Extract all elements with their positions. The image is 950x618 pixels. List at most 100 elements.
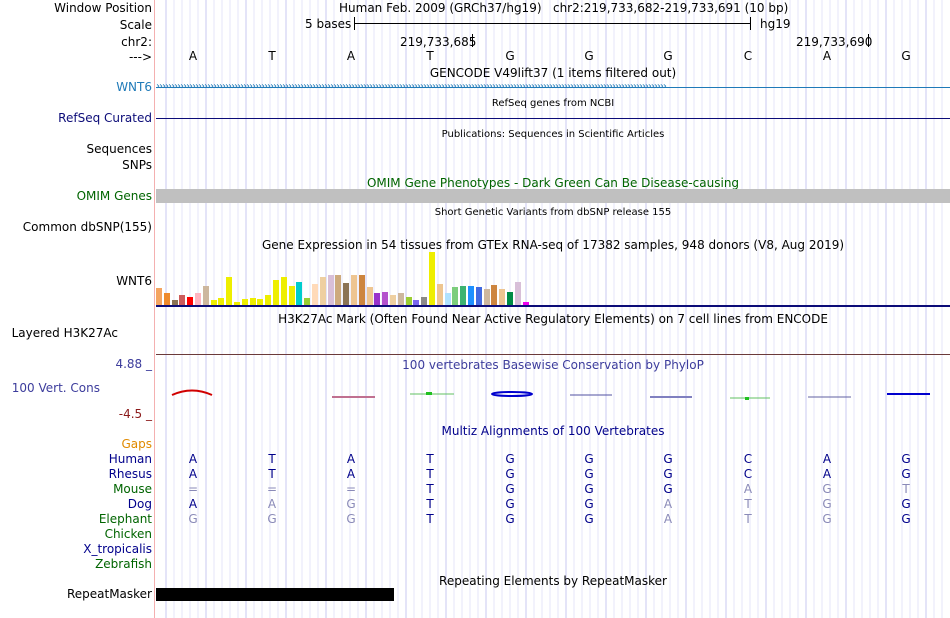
gtex-tissue-bar[interactable] xyxy=(202,286,209,305)
gtex-tissue-bar[interactable] xyxy=(452,287,459,305)
base-letter: A xyxy=(188,49,198,63)
multiz-gaps-label[interactable]: Gaps xyxy=(121,437,152,451)
gtex-tissue-bar[interactable] xyxy=(288,286,295,305)
gtex-tissue-bar[interactable] xyxy=(234,302,240,305)
h3k27ac-track-label[interactable]: Layered H3K27Ac xyxy=(11,326,118,340)
gtex-tissue-bar[interactable] xyxy=(483,289,490,305)
multiz-base: G xyxy=(663,467,673,481)
gtex-tissue-bar[interactable] xyxy=(413,300,420,305)
repeatmasker-element[interactable] xyxy=(156,588,394,601)
gtex-tissue-bar[interactable] xyxy=(312,284,318,305)
multiz-base: T xyxy=(426,482,434,496)
repeatmasker-track-label[interactable]: RepeatMasker xyxy=(66,587,152,601)
multiz-base: G xyxy=(267,512,277,526)
multiz-species-label[interactable]: Zebrafish xyxy=(95,557,152,571)
gtex-tissue-bar[interactable] xyxy=(257,299,264,305)
gtex-track-label[interactable]: WNT6 xyxy=(116,274,152,288)
multiz-base: G xyxy=(663,482,673,496)
gtex-tissue-bar[interactable] xyxy=(343,283,350,305)
gtex-tissue-bar[interactable] xyxy=(187,297,194,305)
refseq-track-label[interactable]: RefSeq Curated xyxy=(58,111,152,125)
multiz-base: A xyxy=(346,467,356,481)
multiz-base: G xyxy=(346,497,356,511)
multiz-base: G xyxy=(822,512,832,526)
gtex-tissue-bar[interactable] xyxy=(249,298,256,305)
gtex-tissue-bar[interactable] xyxy=(210,300,217,305)
gtex-tissue-bar[interactable] xyxy=(358,275,365,305)
omim-track-title: OMIM Gene Phenotypes - Dark Green Can Be… xyxy=(366,176,740,190)
multiz-base: A xyxy=(188,452,198,466)
multiz-base: G xyxy=(584,452,594,466)
gtex-tissue-bar[interactable] xyxy=(460,286,467,305)
dbsnp-track-label[interactable]: Common dbSNP(155) xyxy=(22,220,152,234)
phylop-track-title: 100 vertebrates Basewise Conservation by… xyxy=(402,358,704,372)
multiz-species-label[interactable]: Rhesus xyxy=(108,467,152,481)
gtex-tissue-bar[interactable] xyxy=(436,284,443,305)
chrom-label: chr2: xyxy=(121,35,152,49)
gtex-tissue-bar[interactable] xyxy=(163,293,170,305)
gtex-tissue-bar[interactable] xyxy=(171,300,178,305)
gtex-tissue-bar[interactable] xyxy=(374,293,381,305)
gtex-tissue-bar[interactable] xyxy=(265,295,272,305)
publications-label-snps[interactable]: SNPs xyxy=(122,158,152,172)
multiz-base: G xyxy=(505,452,515,466)
multiz-base: A xyxy=(267,497,277,511)
gtex-tissue-bar[interactable] xyxy=(499,289,506,305)
omim-track-label[interactable]: OMIM Genes xyxy=(76,189,152,203)
gtex-tissue-bar[interactable] xyxy=(390,295,396,305)
phylop-track-label[interactable]: 100 Vert. Cons xyxy=(11,381,100,395)
gtex-bar-chart[interactable] xyxy=(156,252,536,305)
multiz-base: G xyxy=(584,497,594,511)
phylop-conservation-plot[interactable] xyxy=(156,384,950,404)
gtex-tissue-bar[interactable] xyxy=(335,275,342,305)
gtex-tissue-bar[interactable] xyxy=(491,285,498,305)
gtex-tissue-bar[interactable] xyxy=(179,295,186,305)
multiz-base: G xyxy=(584,482,594,496)
gtex-tissue-bar[interactable] xyxy=(475,287,482,305)
gtex-tissue-bar[interactable] xyxy=(405,297,412,305)
base-letter: T xyxy=(268,49,276,63)
gtex-tissue-bar[interactable] xyxy=(273,280,279,305)
omim-feature-bar[interactable] xyxy=(156,189,950,203)
gencode-gene-feature[interactable]: ››››››››››››››››››››››››››››››››››››››››… xyxy=(156,80,950,94)
multiz-species-label[interactable]: Dog xyxy=(127,497,152,511)
gtex-tissue-bar[interactable] xyxy=(507,292,513,305)
gtex-tissue-bar[interactable] xyxy=(444,293,451,305)
gtex-tissue-bar[interactable] xyxy=(296,282,303,305)
refseq-gene-line[interactable] xyxy=(156,118,950,119)
gtex-tissue-bar[interactable] xyxy=(468,286,474,305)
gtex-tissue-bar[interactable] xyxy=(514,282,521,305)
gtex-tissue-bar[interactable] xyxy=(241,299,248,305)
gtex-tissue-bar[interactable] xyxy=(421,297,428,305)
gtex-tissue-bar[interactable] xyxy=(226,277,233,305)
gtex-tissue-bar[interactable] xyxy=(351,275,357,305)
gtex-tissue-bar[interactable] xyxy=(218,298,225,305)
gtex-tissue-bar[interactable] xyxy=(280,277,287,305)
gtex-tissue-bar[interactable] xyxy=(327,275,334,305)
multiz-species-label[interactable]: Mouse xyxy=(113,482,152,496)
publications-label-sequences[interactable]: Sequences xyxy=(86,142,152,156)
multiz-species-label[interactable]: Chicken xyxy=(104,527,152,541)
gencode-track-label[interactable]: WNT6 xyxy=(116,80,152,94)
gtex-tissue-bar[interactable] xyxy=(429,252,435,305)
gtex-tissue-bar[interactable] xyxy=(156,288,162,305)
multiz-base: = xyxy=(187,482,199,496)
publications-track-title: Publications: Sequences in Scientific Ar… xyxy=(441,129,665,140)
coord-label-1: 219,733,685 xyxy=(400,35,477,49)
gtex-tissue-bar[interactable] xyxy=(304,298,311,305)
multiz-species-label[interactable]: Human xyxy=(108,452,152,466)
repeatmasker-track-title: Repeating Elements by RepeatMasker xyxy=(439,574,667,588)
gtex-tissue-bar[interactable] xyxy=(195,293,201,305)
gtex-tissue-bar[interactable] xyxy=(319,277,326,305)
multiz-base: T xyxy=(426,467,434,481)
gtex-tissue-bar[interactable] xyxy=(397,293,404,305)
window-position-label: Window Position xyxy=(54,1,152,15)
gtex-tissue-bar[interactable] xyxy=(382,292,389,305)
refseq-track-title: RefSeq genes from NCBI xyxy=(491,98,615,109)
multiz-base: A xyxy=(743,482,753,496)
multiz-species-label[interactable]: X_tropicalis xyxy=(83,542,152,556)
multiz-species-label[interactable]: Elephant xyxy=(98,512,152,526)
gtex-tissue-bar[interactable] xyxy=(522,302,529,305)
gtex-tissue-bar[interactable] xyxy=(366,287,373,305)
